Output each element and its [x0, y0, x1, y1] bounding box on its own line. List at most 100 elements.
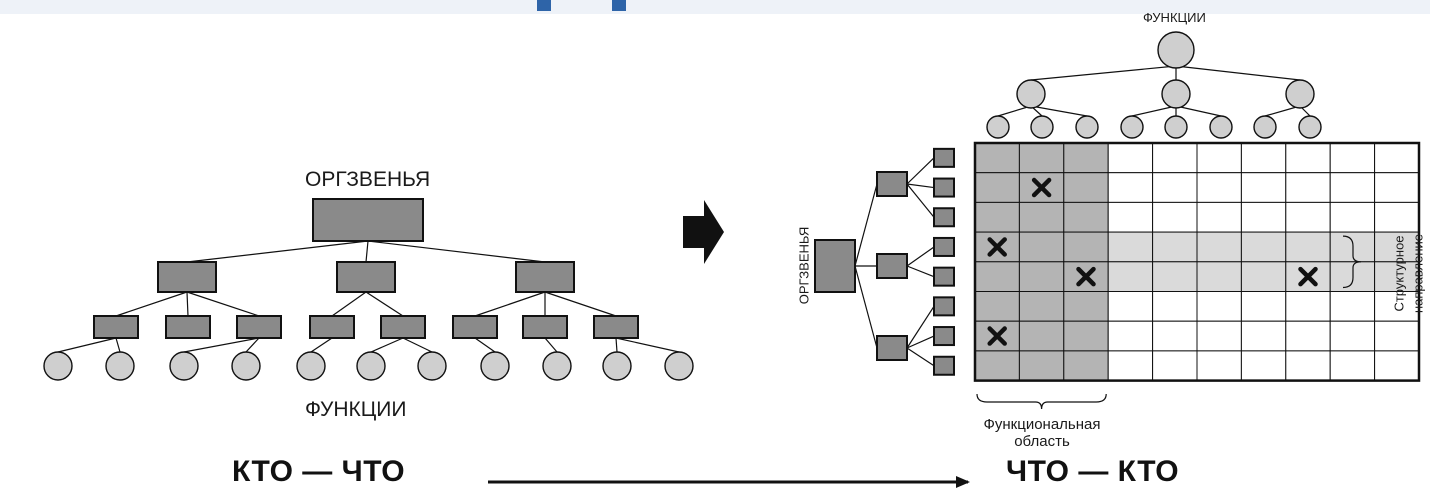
right-org-tree: [814, 147, 955, 376]
function-circle: [169, 351, 199, 381]
right-top-label: ФУНКЦИИ: [1143, 10, 1206, 25]
function-circle-bottom: [986, 115, 1010, 139]
matrix-cell: [1107, 201, 1154, 233]
matrix-cell: [974, 350, 1020, 382]
org-unit-leaf: [933, 266, 955, 287]
matrix-cell: [1374, 350, 1420, 382]
org-unit-mid: [876, 335, 908, 361]
tree-edge: [906, 347, 935, 367]
function-circle-bottom: [1209, 115, 1233, 139]
matrix-cell: [1107, 350, 1154, 382]
tree-edge: [186, 291, 260, 317]
matrix-cell: [1196, 201, 1242, 233]
function-circle-bottom: [1298, 115, 1322, 139]
matrix-cell: [1196, 172, 1242, 203]
function-circle-mid: [1161, 79, 1191, 109]
top-accent-mark-1: [537, 0, 551, 11]
tree-edge: [1175, 65, 1301, 81]
org-unit-small: [380, 315, 426, 339]
tree-edge: [1030, 105, 1088, 117]
matrix-cell: [974, 172, 1020, 203]
tree-edge: [474, 337, 496, 353]
org-unit-leaf: [933, 326, 955, 347]
matrix-cell: [1374, 142, 1420, 174]
org-unit-leaf: [933, 177, 955, 198]
matrix-cell: [1018, 261, 1065, 292]
left-top-label: ОРГЗВЕНЬЯ: [305, 168, 431, 191]
function-circle: [417, 351, 447, 381]
top-accent-strip: [0, 0, 1430, 14]
footer-left-text: КТО — ЧТО: [232, 455, 406, 488]
org-unit-small: [309, 315, 355, 339]
org-unit-leaf: [933, 207, 955, 228]
matrix-cell: [1374, 172, 1420, 203]
matrix-cell: [1107, 142, 1154, 174]
function-circle-mid: [1016, 79, 1046, 109]
org-unit-mid: [876, 171, 908, 197]
function-circle: [356, 351, 386, 381]
tree-edge: [906, 335, 935, 349]
org-unit-root: [814, 239, 856, 293]
matrix-cell: [1329, 261, 1376, 292]
tree-edge: [365, 291, 404, 317]
matrix-cell: [1374, 231, 1420, 263]
brace-label-line2: направление: [1410, 234, 1426, 314]
matrix-cell: [1240, 201, 1287, 233]
function-circle: [231, 351, 261, 381]
matrix-cell: [1107, 231, 1154, 263]
matrix-cell: [1196, 291, 1242, 322]
tree-edge: [115, 337, 121, 353]
tree-edge: [1030, 65, 1177, 81]
org-unit-mid: [157, 261, 217, 293]
matrix-cell: [1196, 231, 1242, 263]
matrix-cell: [1152, 172, 1198, 203]
matrix-cell: [974, 142, 1020, 174]
left-bottom-label: ФУНКЦИИ: [305, 398, 407, 421]
matrix-cell: [1018, 201, 1065, 233]
matrix-cell: [1285, 231, 1331, 263]
function-circle: [602, 351, 632, 381]
functional-brace: [976, 393, 1107, 410]
tree-edge: [544, 337, 558, 353]
org-unit-small: [593, 315, 639, 339]
braces: [976, 235, 1362, 410]
brace-label-line1: Структурное: [1391, 235, 1407, 312]
tree-edge: [57, 337, 117, 353]
org-unit-mid: [336, 261, 396, 293]
matrix-cell: [1240, 261, 1287, 292]
tree-edge: [906, 157, 935, 185]
org-unit-small: [522, 315, 568, 339]
matrix-cell: [1329, 142, 1376, 174]
matrix-cell: [1152, 291, 1198, 322]
matrix-cell: [974, 261, 1020, 292]
function-circle: [480, 351, 510, 381]
responsibility-matrix: [973, 141, 1421, 382]
function-circle: [296, 351, 326, 381]
right-function-tree: [986, 31, 1322, 139]
tree-edge: [906, 183, 935, 189]
tree-edge: [186, 291, 189, 317]
left-hierarchy: [43, 198, 694, 381]
matrix-cell: [1240, 350, 1287, 382]
matrix-cell: [1107, 261, 1154, 292]
org-unit-leaf: [933, 147, 955, 168]
tree-edge: [402, 337, 433, 353]
tree-edge: [906, 265, 935, 278]
matrix-cell: [1063, 201, 1109, 233]
tree-edge: [1264, 105, 1301, 117]
tree-edge: [906, 183, 935, 218]
tree-edge: [854, 183, 878, 267]
tree-edge: [183, 337, 260, 353]
matrix-cell: [1152, 261, 1198, 292]
tree-edge: [331, 291, 367, 317]
matrix-cell: [1285, 172, 1331, 203]
matrix-cell: [1329, 231, 1376, 263]
matrix-cell: [1063, 172, 1109, 203]
right-side-label: ОРГЗВЕНЬЯ: [796, 226, 812, 305]
transform-arrow: [683, 200, 724, 264]
org-unit-small: [236, 315, 282, 339]
matrix-cell: [1018, 291, 1065, 322]
tree-edge: [310, 337, 333, 353]
matrix-cell: [1196, 350, 1242, 382]
